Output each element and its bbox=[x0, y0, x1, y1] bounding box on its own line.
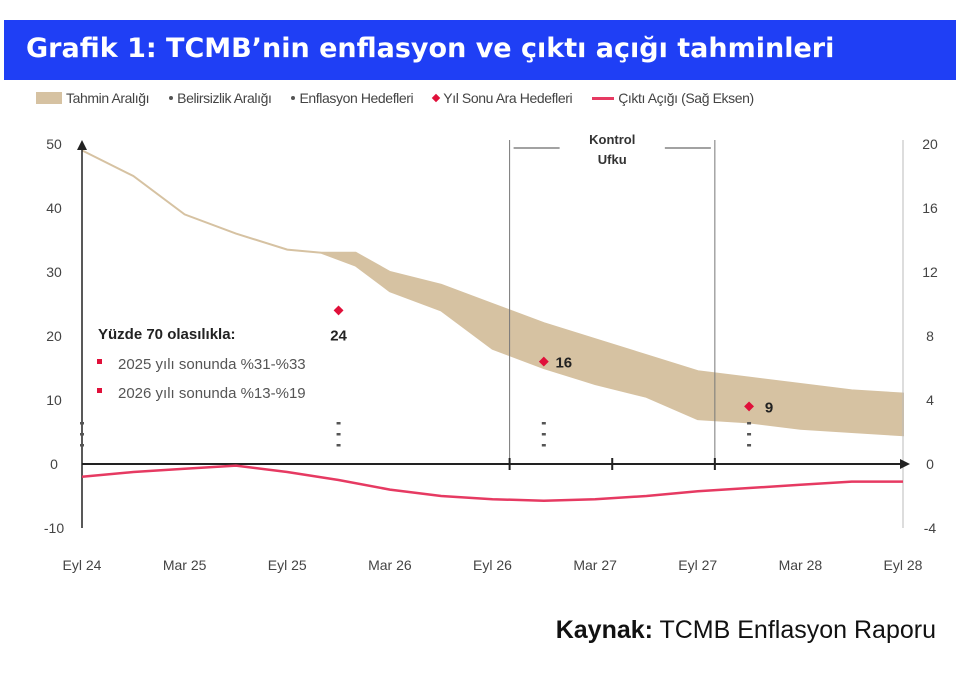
annotation-bullet bbox=[97, 359, 102, 364]
legend-label: Tahmin Aralığı bbox=[66, 90, 150, 106]
legend-item: Tahmin Aralığı bbox=[36, 90, 150, 106]
year-end-target-marker bbox=[538, 356, 549, 367]
source-note: Kaynak: TCMB Enflasyon Raporu bbox=[556, 616, 936, 645]
y2-tick-label: 16 bbox=[922, 200, 938, 216]
x-tick-label: Eyl 25 bbox=[268, 557, 307, 573]
y2-tick-label: 20 bbox=[922, 136, 938, 152]
x-tick-label: Mar 25 bbox=[163, 557, 207, 573]
target-value-label: 9 bbox=[765, 399, 773, 416]
y-axis-arrow bbox=[77, 140, 87, 150]
uncertainty-marker bbox=[336, 444, 341, 447]
y2-tick-label: 4 bbox=[926, 392, 934, 408]
output-gap-line bbox=[81, 464, 903, 503]
source-text: TCMB Enflasyon Raporu bbox=[659, 616, 936, 644]
target-value-label: 24 bbox=[330, 327, 347, 344]
year-end-target-marker bbox=[744, 401, 755, 412]
x-tick-label: Eyl 28 bbox=[884, 557, 923, 573]
control-horizon-label: Kontrol bbox=[589, 132, 635, 147]
band-swatch bbox=[36, 92, 62, 104]
x-tick-label: Eyl 24 bbox=[63, 557, 102, 573]
x-tick-label: Mar 28 bbox=[779, 557, 823, 573]
x-axis-arrow bbox=[900, 459, 910, 469]
annotation-item: 2026 yılı sonunda %13-%19 bbox=[118, 385, 306, 402]
legend: Tahmin Aralığı Belirsizlik Aralığı Enfla… bbox=[36, 90, 754, 106]
source-label: Kaynak: bbox=[555, 616, 653, 644]
uncertainty-marker bbox=[541, 433, 546, 436]
annotation-heading: Yüzde 70 olasılıkla: bbox=[98, 326, 236, 343]
legend-item: Yıl Sonu Ara Hedefleri bbox=[432, 90, 573, 106]
dot-swatch bbox=[291, 96, 296, 100]
chart-title: Grafik 1: TCMB’nin enflasyon ve çıktı aç… bbox=[4, 20, 956, 80]
uncertainty-marker bbox=[80, 444, 84, 447]
y-tick-label: 20 bbox=[46, 328, 62, 344]
y-tick-label: 10 bbox=[46, 392, 62, 408]
year-end-target-marker bbox=[333, 305, 344, 316]
uncertainty-marker bbox=[336, 433, 341, 436]
uncertainty-marker bbox=[80, 422, 84, 425]
uncertainty-marker bbox=[747, 444, 752, 447]
y-tick-label: -10 bbox=[44, 520, 64, 536]
x-tick-label: Mar 27 bbox=[573, 557, 617, 573]
legend-label: Yıl Sonu Ara Hedefleri bbox=[443, 90, 573, 106]
y2-tick-label: -4 bbox=[924, 520, 937, 536]
uncertainty-marker bbox=[747, 433, 752, 436]
x-tick-label: Eyl 26 bbox=[473, 557, 512, 573]
legend-label: Belirsizlik Aralığı bbox=[177, 90, 272, 106]
y-tick-label: 0 bbox=[50, 456, 58, 472]
annotation-item: 2025 yılı sonunda %31-%33 bbox=[118, 356, 306, 373]
uncertainty-marker bbox=[541, 444, 546, 447]
line-swatch bbox=[592, 96, 615, 100]
legend-item: Enflasyon Hedefleri bbox=[291, 90, 414, 106]
uncertainty-marker bbox=[80, 433, 84, 436]
uncertainty-marker bbox=[336, 422, 341, 425]
uncertainty-marker bbox=[747, 422, 752, 425]
legend-item: Çıktı Açığı (Sağ Eksen) bbox=[592, 90, 754, 106]
y-tick-label: 50 bbox=[46, 136, 62, 152]
legend-label: Enflasyon Hedefleri bbox=[299, 90, 414, 106]
x-tick-label: Mar 26 bbox=[368, 557, 412, 573]
y-tick-label: 40 bbox=[46, 200, 62, 216]
dot-swatch bbox=[169, 96, 174, 100]
control-horizon-label: Ufku bbox=[598, 152, 627, 167]
annotation-bullet bbox=[97, 388, 102, 393]
legend-label: Çıktı Açığı (Sağ Eksen) bbox=[618, 90, 754, 106]
y-tick-label: 30 bbox=[46, 264, 62, 280]
uncertainty-marker bbox=[541, 422, 546, 425]
y2-tick-label: 8 bbox=[926, 328, 934, 344]
y2-tick-label: 12 bbox=[922, 264, 938, 280]
x-tick-label: Eyl 27 bbox=[678, 557, 717, 573]
y2-tick-label: 0 bbox=[926, 456, 934, 472]
legend-item: Belirsizlik Aralığı bbox=[169, 90, 272, 106]
target-value-label: 16 bbox=[555, 355, 572, 372]
